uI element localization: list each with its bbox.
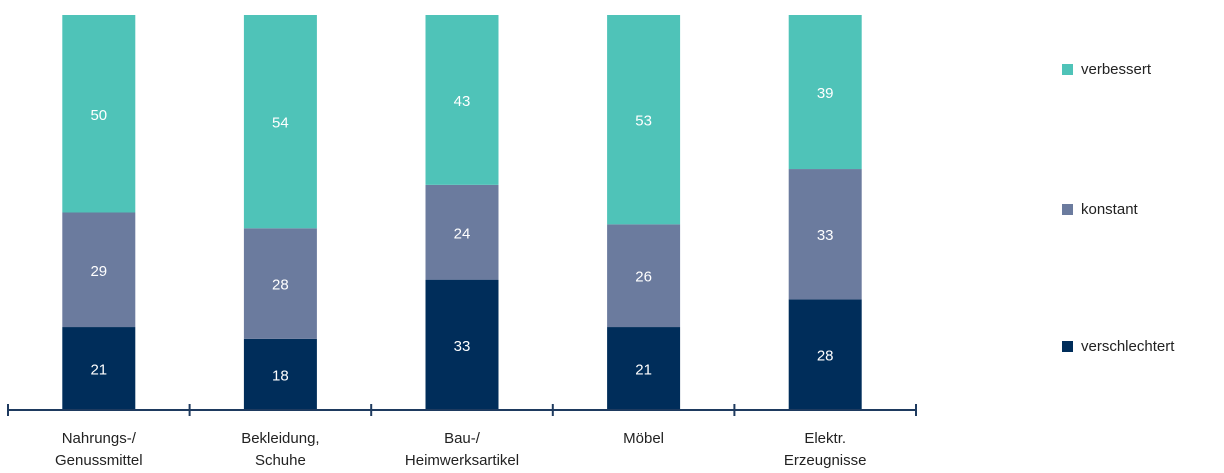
bar-verschlechtert-elektr-erzeugnisse [788, 299, 862, 410]
legend-item-verschlechtert: verschlechtert [1062, 338, 1174, 355]
bar-konstant-bekleidung-schuhe [243, 228, 317, 339]
legend-label-verbessert: verbessert [1081, 61, 1152, 78]
data-label-verbessert-elektr-erzeugnisse: 39 [817, 85, 834, 102]
category-label-bekleidung-schuhe: Bekleidung, Schuhe [241, 430, 319, 469]
bar-verbessert-nahrungs-genussmittel [62, 15, 136, 213]
data-label-konstant-nahrungs-genussmittel: 29 [90, 263, 107, 280]
category-label-möbel: Möbel [623, 430, 664, 447]
data-label-verbessert-möbel: 53 [635, 113, 652, 130]
data-label-konstant-bekleidung-schuhe: 28 [272, 277, 289, 294]
legend-label-konstant: konstant [1081, 201, 1138, 218]
legend-item-konstant: konstant [1062, 201, 1138, 218]
bar-verbessert-bekleidung-schuhe [243, 15, 317, 229]
legend-swatch-verbessert [1062, 64, 1073, 75]
data-label-konstant-bau-heimwerksartikel: 24 [454, 225, 471, 242]
legend-swatch-verschlechtert [1062, 341, 1073, 352]
bar-verschlechtert-bau-heimwerksartikel [425, 279, 499, 410]
legend-label-verschlechtert: verschlechtert [1081, 338, 1175, 355]
data-label-verschlechtert-nahrungs-genussmittel: 21 [90, 362, 107, 379]
data-label-verschlechtert-bau-heimwerksartikel: 33 [454, 338, 471, 355]
bar-konstant-nahrungs-genussmittel [62, 212, 136, 328]
data-label-verschlechtert-möbel: 21 [635, 362, 652, 379]
legend-swatch-konstant [1062, 204, 1073, 215]
data-label-verschlechtert-bekleidung-schuhe: 18 [272, 367, 289, 384]
category-label-bau-heimwerksartikel: Bau-/Heimwerksartikel [405, 430, 519, 469]
data-label-konstant-elektr-erzeugnisse: 33 [817, 227, 834, 244]
bar-konstant-elektr-erzeugnisse [788, 169, 862, 300]
bar-verbessert-möbel [607, 15, 681, 225]
bar-verschlechtert-nahrungs-genussmittel [62, 327, 136, 410]
bar-verschlechtert-möbel [607, 327, 681, 410]
bar-konstant-möbel [607, 224, 681, 328]
legend-item-verbessert: verbessert [1062, 61, 1151, 78]
category-label-elektr-erzeugnisse: Elektr. Erzeugnisse [784, 430, 867, 469]
legend: verbessert konstant verschlechtert [1062, 0, 1222, 473]
stacked-bar-chart: 21 29 50 Nahrungs-/Genussmittel 18 28 54 Beklei… [7, 15, 917, 469]
data-label-verbessert-bekleidung-schuhe: 54 [272, 115, 289, 132]
bar-verbessert-bau-heimwerksartikel [425, 15, 499, 185]
bar-verbessert-elektr-erzeugnisse [788, 15, 862, 170]
category-label-nahrungs-genussmittel: Nahrungs-/Genussmittel [55, 430, 143, 469]
data-label-konstant-möbel: 26 [635, 269, 652, 286]
data-label-verbessert-bau-heimwerksartikel: 43 [454, 93, 471, 110]
bar-konstant-bau-heimwerksartikel [425, 184, 499, 280]
data-label-verbessert-nahrungs-genussmittel: 50 [90, 107, 107, 124]
bar-verschlechtert-bekleidung-schuhe [243, 338, 317, 410]
data-label-verschlechtert-elektr-erzeugnisse: 28 [817, 348, 834, 365]
